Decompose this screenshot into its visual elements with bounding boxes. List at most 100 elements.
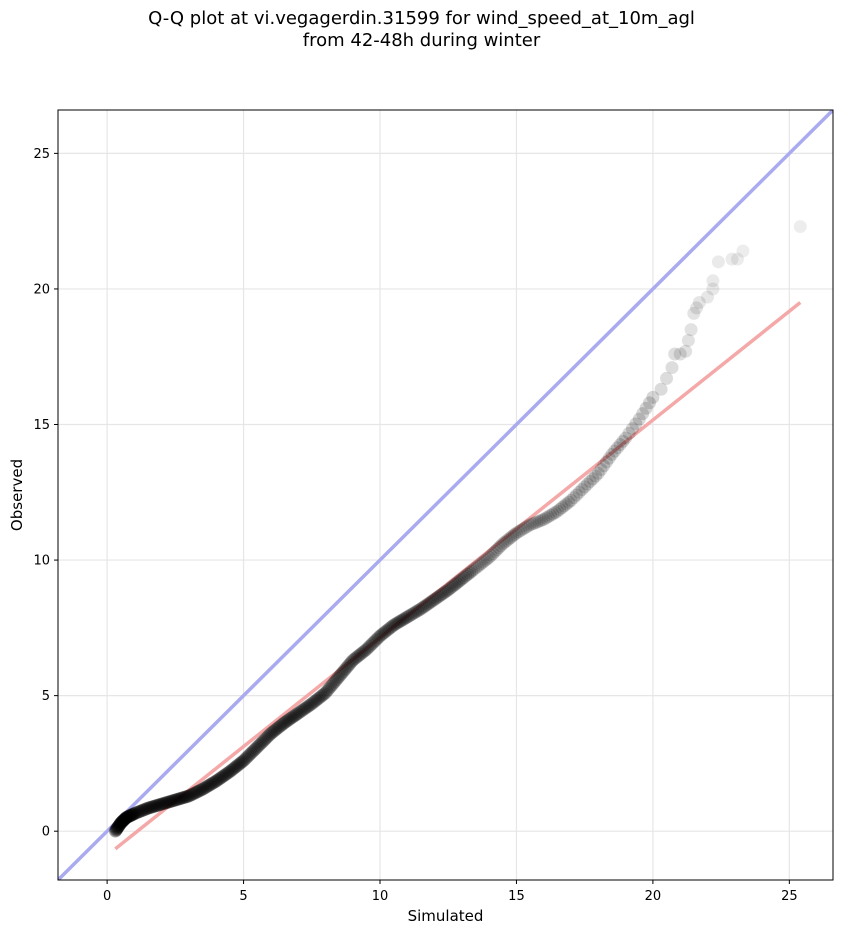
data-point [391,615,405,629]
data-point [544,508,558,522]
data-point [206,776,220,790]
data-point [244,746,258,760]
data-point [467,563,481,577]
data-point [266,725,280,739]
data-point [646,390,660,404]
data-point [346,653,360,667]
data-point [193,783,207,797]
data-point [692,296,706,309]
data-point [317,687,331,701]
data-point [557,499,571,513]
data-point [171,792,185,806]
data-point [706,274,720,288]
data-point [700,290,714,304]
data-point [368,634,382,648]
data-point [324,679,338,693]
data-point [259,732,273,746]
data-point [453,573,467,587]
data-point [174,791,188,805]
data-point [189,786,203,800]
data-point [240,750,254,764]
data-point [569,488,583,502]
data-point [416,601,430,615]
data-point [339,662,353,676]
data-point [230,759,244,773]
data-point [113,818,127,832]
data-point [180,790,194,804]
data-point [411,604,425,618]
plot-frame [57,109,834,881]
chart-title: Q-Q plot at vi.vegagerdin.31599 for wind… [0,8,843,52]
data-point [736,244,750,258]
data-point [246,744,260,758]
data-point [668,347,682,361]
data-point [399,611,413,625]
data-point [381,623,395,637]
data-point [342,658,356,672]
data-point [371,630,385,644]
data-point [264,727,278,741]
data-point [417,600,431,614]
data-point [213,772,227,786]
data-point [356,645,370,659]
data-point [130,806,144,820]
data-point [352,649,366,663]
data-point [498,535,512,549]
data-point [376,627,390,641]
data-point [400,610,414,624]
data-point [465,564,479,578]
data-point [365,637,379,651]
data-point [159,796,173,810]
data-point [111,820,125,834]
data-point [616,434,630,448]
data-point [155,797,169,811]
data-point [157,796,171,810]
data-point [591,466,605,480]
data-point [122,809,136,823]
data-point [711,255,725,269]
data-point [214,771,228,785]
data-point [445,580,459,594]
data-point [660,371,674,385]
data-point [480,552,494,566]
data-point [440,584,454,598]
data-point [260,730,274,744]
data-point [379,624,393,638]
x-tick-label: 5 [239,889,247,904]
data-point [165,794,179,808]
data-point [434,588,448,602]
data-point [118,812,132,826]
data-point [344,655,358,669]
data-point [455,572,469,586]
data-point [263,728,277,742]
data-point [459,569,473,583]
data-point [146,800,160,814]
data-point [378,625,392,639]
data-point [285,711,299,725]
data-point [191,784,205,798]
data-point [127,807,141,821]
data-point [196,782,210,796]
data-point [280,714,294,728]
data-point [539,511,553,525]
y-tick-label: 10 [33,554,50,569]
data-point [270,722,284,736]
data-point [163,795,177,809]
data-point [384,621,398,635]
data-point [168,793,182,807]
data-point [387,618,401,632]
data-point [208,775,222,789]
data-point [390,616,404,630]
data-point [147,799,161,813]
data-point [139,802,153,816]
data-point [289,708,303,722]
data-point [516,522,530,536]
data-point [276,717,290,731]
data-point [564,493,578,507]
y-tick-label: 20 [33,282,50,297]
data-point [197,781,211,795]
y-tick-label: 5 [42,689,50,704]
data-point [271,721,285,735]
data-point [120,810,134,824]
data-point [548,506,562,520]
